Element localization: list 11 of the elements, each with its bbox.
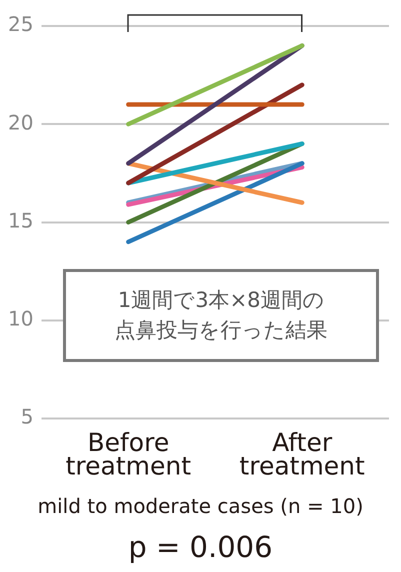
y-tick-label: 10	[8, 306, 34, 331]
y-tick-label: 25	[8, 12, 34, 36]
x-tick-label: After treatment	[239, 428, 366, 481]
annotation: 1週間で3本×8週間の点鼻投与を行った結果	[114, 287, 329, 344]
text: p = 0.006	[127, 530, 274, 564]
y-tick-label: 5	[20, 404, 34, 429]
x-tick-label: Before treatment	[66, 428, 192, 481]
note-box: 1週間で3本×8週間の点鼻投与を行った結果	[63, 269, 379, 362]
x-axis-title: mild to moderate cases (n = 10)	[36, 494, 364, 518]
y-tick-label: 20	[8, 110, 34, 134]
y-tick-label: 15	[8, 208, 34, 232]
